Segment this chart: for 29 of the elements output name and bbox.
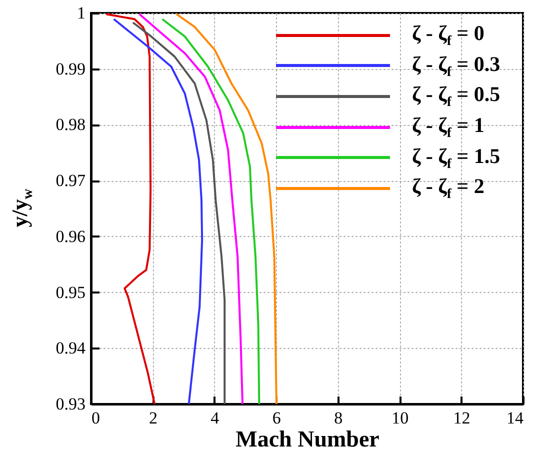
y-tick-label: 0.99 — [56, 59, 86, 78]
x-tick-label: 6 — [272, 408, 281, 428]
text: ζ - ζ$_{f}$ = 0.3 — [412, 52, 500, 80]
text: ζ - ζ$_{f}$ = 0 — [412, 21, 484, 50]
x-tick-label: 4 — [210, 408, 220, 428]
text: ζ - ζ$_{f}$ = 0.5 — [412, 82, 500, 111]
line-series — [138, 13, 244, 405]
y-tick-label: 0.98 — [56, 115, 86, 134]
y-tick-label: 0.96 — [56, 226, 86, 246]
x-tick-label: 8 — [334, 408, 343, 428]
text: ζ - ζ$_{f}$ = 1.5 — [412, 144, 500, 172]
x-axis-title: Mach Number — [236, 426, 380, 452]
text: ζ - ζ$_{f}$ = 2 — [412, 174, 484, 202]
line-series — [161, 18, 260, 405]
x-tick-label: 10 — [392, 408, 409, 428]
y-tick-label: 0.94 — [56, 338, 86, 358]
x-tick-label: 0 — [92, 408, 100, 428]
y-tick-label: 0.93 — [56, 394, 86, 414]
x-tick-label: 2 — [148, 408, 158, 428]
text: ζ - ζ$_{f}$ = 1 — [412, 112, 484, 142]
line-series — [112, 18, 204, 405]
y-tick-label: 0.95 — [56, 282, 86, 302]
x-tick-label: 14 — [506, 408, 524, 428]
line-series — [105, 13, 156, 405]
y-tick-label: 0.97 — [56, 171, 86, 190]
line-series — [175, 13, 278, 405]
y-tick-label: 1 — [77, 4, 86, 22]
line-series — [132, 21, 226, 405]
x-tick-label: 12 — [453, 408, 470, 428]
